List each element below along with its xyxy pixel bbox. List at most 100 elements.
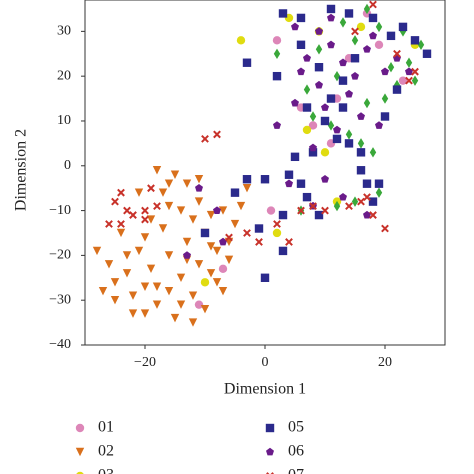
scatter-point xyxy=(363,3,371,15)
scatter-point xyxy=(345,89,353,98)
scatter-point xyxy=(273,48,281,59)
y-tick-label: 30 xyxy=(57,24,71,39)
scatter-point xyxy=(374,179,384,188)
scatter-point xyxy=(381,224,389,233)
scatter-point xyxy=(194,260,204,269)
scatter-point xyxy=(260,175,270,184)
scatter-point xyxy=(309,111,317,122)
scatter-point xyxy=(224,255,234,265)
scatter-point xyxy=(200,228,210,238)
scatter-point xyxy=(363,97,371,109)
scatter-point xyxy=(206,242,216,251)
scatter-point xyxy=(405,57,413,68)
legend-label: 06 xyxy=(288,443,304,460)
scatter-point xyxy=(398,22,408,32)
scatter-point xyxy=(242,58,252,67)
scatter-point xyxy=(381,67,389,76)
scatter-point xyxy=(375,187,383,198)
scatter-point xyxy=(357,197,365,206)
scatter-point xyxy=(128,291,138,300)
scatter-point xyxy=(315,80,323,89)
scatter-point xyxy=(200,304,210,314)
scatter-point xyxy=(308,121,318,130)
scatter-point xyxy=(333,200,341,212)
scatter-point xyxy=(356,166,366,175)
legend-label: 01 xyxy=(98,419,114,436)
scatter-point xyxy=(405,76,413,85)
scatter-point xyxy=(375,121,383,129)
scatter-point xyxy=(357,138,365,149)
scatter-point xyxy=(152,166,162,175)
y-tick-label: −40 xyxy=(49,337,71,352)
plot-frame xyxy=(84,0,446,346)
y-tick-label: 0 xyxy=(64,158,71,173)
scatter-point xyxy=(182,179,192,188)
scatter-point xyxy=(350,54,360,63)
scatter-point xyxy=(309,202,317,211)
scatter-point xyxy=(291,22,299,31)
scatter-point xyxy=(272,228,282,238)
scatter-point xyxy=(320,148,330,157)
scatter-point xyxy=(374,40,384,50)
y-tick-label: −30 xyxy=(49,292,71,307)
y-axis-label: Dimension 2 xyxy=(13,129,30,211)
scatter-point xyxy=(297,67,305,76)
scatter-point xyxy=(345,202,353,211)
scatter-point xyxy=(129,211,137,219)
scatter-point xyxy=(122,251,132,260)
scatter-point xyxy=(273,220,281,228)
scatter-point xyxy=(368,197,378,206)
scatter-point xyxy=(362,179,372,188)
scatter-point xyxy=(176,206,186,215)
scatter-point xyxy=(345,129,353,140)
scatter-point xyxy=(411,75,419,86)
scatter-point xyxy=(200,278,210,287)
scatter-point xyxy=(158,188,168,197)
scatter-point xyxy=(303,54,311,62)
scatter-point xyxy=(176,273,186,282)
scatter-point xyxy=(363,193,371,202)
scatter-point xyxy=(164,201,174,211)
scatter-point xyxy=(327,13,335,22)
scatter-point xyxy=(158,224,168,233)
scatter-point xyxy=(242,183,252,193)
scatter-point xyxy=(285,238,293,246)
scatter-point xyxy=(230,219,240,229)
scatter-point xyxy=(206,269,216,278)
scatter-point xyxy=(393,49,401,58)
scatter-point xyxy=(296,40,306,50)
scatter-point xyxy=(242,175,252,184)
scatter-point xyxy=(369,211,377,219)
scatter-point xyxy=(411,67,419,76)
scatter-point xyxy=(188,291,198,300)
scatter-point xyxy=(188,318,198,327)
scatter-point xyxy=(338,76,348,85)
scatter-point xyxy=(92,246,102,256)
scatter-point xyxy=(134,246,144,256)
legend-marker xyxy=(266,447,274,456)
scatter-point xyxy=(105,220,113,228)
scatter-point xyxy=(297,206,305,215)
scatter-point xyxy=(302,125,312,135)
scatter-point xyxy=(111,197,119,206)
scatter-point xyxy=(104,260,114,269)
scatter-point xyxy=(225,233,233,242)
scatter-point xyxy=(213,130,221,139)
scatter-point xyxy=(230,188,240,197)
scatter-point xyxy=(146,264,156,274)
y-tick-label: −20 xyxy=(49,248,71,263)
y-tick-label: 20 xyxy=(57,68,71,83)
scatter-point xyxy=(351,35,359,46)
x-tick-label: −20 xyxy=(134,355,156,370)
scatter-point xyxy=(363,210,371,219)
scatter-point xyxy=(405,67,413,76)
scatter-point xyxy=(266,206,276,215)
scatter-point xyxy=(134,188,144,197)
scatter-point xyxy=(284,170,294,179)
scatter-point xyxy=(339,17,347,28)
scatter-point xyxy=(356,22,366,32)
scatter-point xyxy=(255,238,263,246)
scatter-point xyxy=(146,215,156,224)
scatter-point xyxy=(147,184,155,193)
scatter-point xyxy=(278,246,288,256)
